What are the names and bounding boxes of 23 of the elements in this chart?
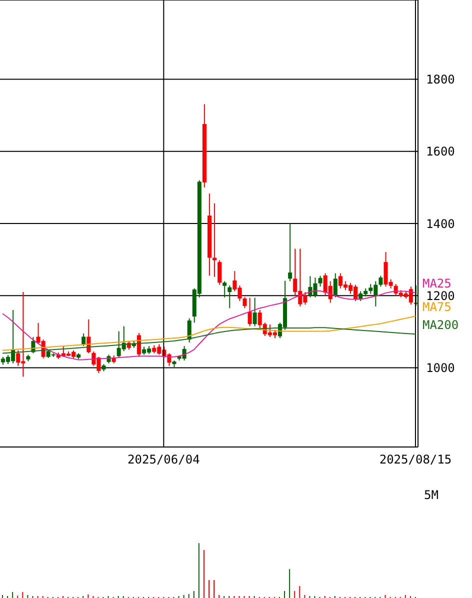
candlestick bbox=[378, 275, 383, 288]
candlestick bbox=[82, 332, 86, 347]
y-tick-label: 1200 bbox=[426, 288, 455, 303]
text: 5M bbox=[424, 488, 438, 502]
candlestick bbox=[333, 272, 338, 298]
candlestick bbox=[212, 202, 217, 278]
candlestick bbox=[222, 280, 227, 298]
x-tick-label: 2025/08/15 bbox=[379, 452, 452, 467]
candlestick bbox=[288, 223, 292, 282]
series-label: MA75 bbox=[422, 300, 452, 314]
x-tick-label: 2025/06/04 bbox=[128, 452, 200, 467]
series-label: MA200 bbox=[422, 318, 459, 332]
candlestick bbox=[318, 275, 322, 288]
y-tick-label: 1800 bbox=[426, 72, 455, 87]
y-tick-label: 1000 bbox=[426, 360, 455, 375]
series-label: MA25 bbox=[422, 276, 452, 291]
candlestick bbox=[218, 260, 222, 286]
candlestick bbox=[242, 296, 247, 309]
candlestick bbox=[248, 297, 252, 327]
candlestick bbox=[252, 297, 257, 327]
y-tick-label: 1600 bbox=[426, 144, 455, 159]
candlestick bbox=[228, 285, 232, 309]
y-tick-label: 1400 bbox=[426, 216, 455, 231]
